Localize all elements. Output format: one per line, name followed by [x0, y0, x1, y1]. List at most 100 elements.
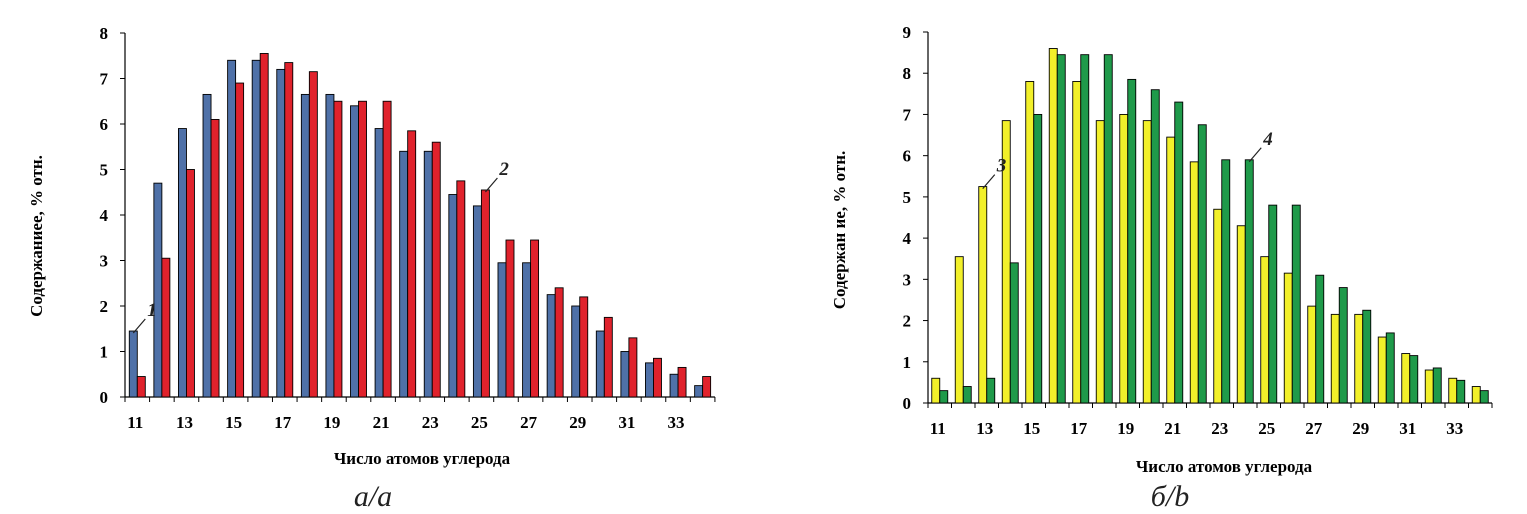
chart-a-x-tick-label: 17	[274, 413, 292, 432]
chart-a-x-tick-label: 11	[127, 413, 143, 432]
chart-a-bar-series-2-c27	[530, 239, 540, 398]
chart-a-bar-series-1-c31	[620, 351, 630, 398]
chart-a-bar-series-2-c13	[185, 169, 195, 398]
chart-b-bar-series-3-c18	[1095, 120, 1105, 404]
chart-a-bar-series-1-c12	[153, 182, 163, 398]
chart-a-y-tick-label: 7	[100, 70, 109, 89]
chart-a-x-ticks: 11 13 15 17 19 21 23 25 27 29 31 33	[124, 397, 716, 432]
chart-a-bar-series-2-c12	[161, 257, 171, 398]
chart-b-x-tick-label: 17	[1070, 419, 1088, 438]
chart-a-y-tick-label: 3	[100, 252, 109, 271]
chart-b-bar-series-3-c25	[1260, 256, 1270, 404]
chart-a-bar-series-2-c21	[382, 100, 392, 398]
chart-b-x-tick-label: 15	[1023, 419, 1040, 438]
chart-a-x-tick-label: 29	[569, 413, 586, 432]
chart-b-bar-series-4-c27	[1315, 274, 1325, 404]
chart-a-bar-series-2-c29	[579, 296, 589, 398]
chart-a-bar-series-2-c28	[554, 287, 564, 398]
chart-a-bar-series-2-c14	[210, 118, 220, 398]
chart-b-bar-series-4-c12	[962, 386, 972, 404]
chart-b-bar-series-3-c22	[1189, 161, 1199, 404]
chart-b-x-ticks: 11 13 15 17 19 21 23 25 27 29 31 33	[927, 403, 1493, 438]
chart-a-annotations: 12	[132, 159, 509, 334]
chart-b-bar-series-4-c34	[1479, 390, 1489, 404]
chart-a-bar-series-1-c28	[546, 294, 556, 398]
chart-b-y-tick-label: 9	[903, 23, 912, 42]
chart-a-bar-series-2-c18	[308, 71, 318, 398]
chart-b-y-tick-label: 0	[903, 394, 912, 413]
chart-b-bar-series-4-c21	[1174, 101, 1184, 404]
chart-a-caption: а/а	[354, 480, 392, 513]
chart-a-bar-series-1-c21	[374, 128, 384, 398]
chart-a-y-tick-label: 4	[100, 206, 109, 225]
chart-b-bar-series-3-c30	[1377, 336, 1387, 404]
chart-a-bar-series-2-c30	[603, 316, 613, 398]
chart-b-bar-series-4-c17	[1080, 54, 1090, 404]
chart-b-bar-series-3-c21	[1166, 136, 1176, 404]
chart-a-bar-series-1-c24	[448, 194, 458, 398]
chart-a-x-tick-label: 33	[668, 413, 685, 432]
chart-a-x-tick-label: 15	[225, 413, 242, 432]
chart-a-bar-series-1-c22	[399, 150, 409, 398]
chart-b-bar-series-4-c13	[986, 377, 996, 404]
chart-a-bar-series-1-c13	[177, 128, 187, 398]
chart-b-bar-series-3-c28	[1330, 313, 1340, 404]
chart-a-bar-series-2-c34	[702, 376, 712, 398]
chart-b-bars	[931, 48, 1489, 404]
chart-b-bar-series-3-c34	[1471, 386, 1481, 404]
chart-a-y-tick-label: 0	[100, 388, 109, 407]
chart-a-y-ticks: 0 1 2 3 4 5 6 7 8	[100, 24, 125, 407]
chart-a-bar-series-1-c26	[497, 262, 507, 398]
chart-b-bar-series-3-c12	[954, 256, 964, 404]
chart-a-x-tick-label: 25	[471, 413, 488, 432]
chart-b-caption: б/b	[1151, 480, 1189, 513]
chart-b-annotation-label: 3	[996, 156, 1007, 177]
chart-b-bar-series-4-c28	[1338, 287, 1348, 404]
chart-a-bar-series-1-c33	[669, 373, 679, 398]
chart-b-y-ticks: 0 1 2 3 4 5 6 7 8 9	[903, 23, 928, 413]
chart-a-bar-series-2-c16	[259, 53, 269, 398]
chart-a-bar-series-1-c17	[276, 68, 286, 398]
chart-b-bar-series-3-c14	[1001, 120, 1011, 404]
chart-b-bar-series-4-c15	[1033, 113, 1043, 404]
chart-b-bar-series-4-c24	[1244, 159, 1254, 404]
chart-a-bar-series-2-c25	[480, 189, 490, 398]
chart-a-bar-series-2-c11	[136, 376, 146, 398]
chart-b-bar-series-3-c26	[1283, 272, 1293, 404]
chart-a-bar-series-2-c19	[333, 100, 343, 398]
chart-b-bar-series-3-c32	[1424, 369, 1434, 404]
chart-b-bar-series-4-c26	[1291, 204, 1301, 404]
chart-b-bar-series-3-c15	[1025, 81, 1035, 404]
chart-a-x-axis-title: Число атомов углерода	[334, 449, 511, 468]
chart-b-bar-series-4-c19	[1127, 78, 1137, 404]
chart-a-bar-series-1-c30	[595, 330, 605, 398]
chart-b-y-tick-label: 6	[903, 147, 912, 166]
chart-b-x-tick-label: 27	[1305, 419, 1323, 438]
chart-a-bar-series-1-c23	[423, 150, 433, 398]
chart-a-y-tick-label: 8	[100, 24, 109, 43]
chart-b-bar-series-4-c32	[1432, 367, 1442, 404]
chart-a-bar-series-2-c31	[628, 337, 638, 398]
chart-b-annotation-leader	[982, 174, 996, 189]
chart-b-x-tick-label: 25	[1258, 419, 1275, 438]
chart-b-bar-series-4-c11	[939, 390, 949, 404]
chart-a-bars	[128, 53, 712, 398]
chart-a-annotation-label: 2	[498, 159, 509, 180]
chart-a-y-tick-label: 5	[100, 161, 109, 180]
chart-b-bar-series-4-c14	[1009, 262, 1019, 404]
chart-a-bar-series-2-c20	[358, 100, 367, 398]
chart-a-y-tick-label: 6	[100, 115, 109, 134]
chart-b-bar-series-4-c29	[1362, 309, 1372, 404]
chart-a-x-tick-label: 19	[323, 413, 340, 432]
chart-a-bar-series-2-c26	[505, 239, 515, 398]
chart-a-bar-series-2-c33	[677, 366, 687, 398]
chart-b-annotation-leader	[1248, 147, 1262, 163]
chart-a-bar-series-2-c17	[284, 62, 294, 398]
chart-a-bar-series-1-c14	[202, 93, 212, 398]
chart-b-x-tick-label: 13	[976, 419, 993, 438]
chart-b-x-tick-label: 11	[930, 419, 946, 438]
chart-a-bar-series-2-c24	[456, 180, 466, 398]
